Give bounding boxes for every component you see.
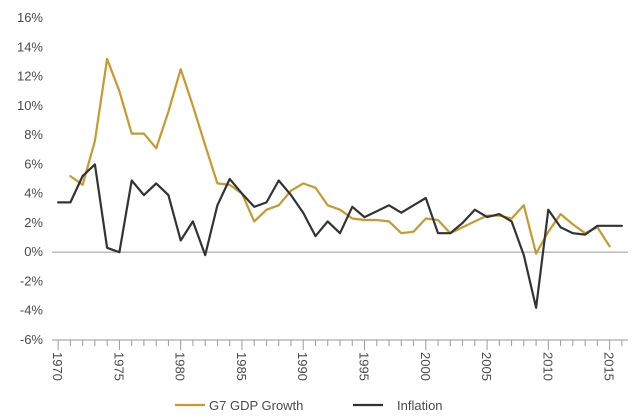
- y-tick-label: -4%: [20, 303, 44, 318]
- y-tick-label: 16%: [17, 10, 43, 25]
- series-line-gdp-growth: [69, 57, 611, 255]
- x-axis: 1970 1975 1980 1985 1990 1995 2000 2005 2010 2015: [50, 251, 628, 381]
- y-axis: -6% -4% -2% 0% 2% 4% 6% 8% 10% 12% 14% 16%: [17, 10, 43, 347]
- y-tick-label: 8%: [24, 127, 43, 142]
- x-tick-label: 2010: [540, 352, 555, 381]
- y-tick-label: 4%: [24, 186, 43, 201]
- y-tick-label: 14%: [17, 39, 43, 54]
- y-tick-label: 10%: [17, 98, 43, 113]
- series-lines: [57, 57, 623, 309]
- x-tick-label: 1980: [173, 352, 188, 381]
- y-tick-label: 2%: [24, 215, 43, 230]
- x-tick-label: 1975: [111, 352, 126, 381]
- x-tick-label: 2000: [418, 352, 433, 381]
- x-tick-label: 1990: [295, 352, 310, 381]
- y-tick-label: 0%: [24, 244, 43, 259]
- y-tick-label: 12%: [17, 69, 43, 84]
- y-tick-label: -6%: [20, 332, 44, 347]
- x-tick-label: 1985: [234, 352, 249, 381]
- x-tick-label: 1970: [50, 352, 65, 381]
- legend: G7 GDP Growth Inflation: [175, 398, 443, 413]
- x-tick-label: 1995: [357, 352, 372, 381]
- legend-label: Inflation: [397, 398, 443, 413]
- series-line-inflation: [57, 163, 623, 309]
- x-tick-label: 2015: [602, 352, 617, 381]
- legend-label: G7 GDP Growth: [209, 398, 303, 413]
- y-tick-label: 6%: [24, 156, 43, 171]
- y-tick-label: -2%: [20, 273, 44, 288]
- x-tick-label: 2005: [479, 352, 494, 381]
